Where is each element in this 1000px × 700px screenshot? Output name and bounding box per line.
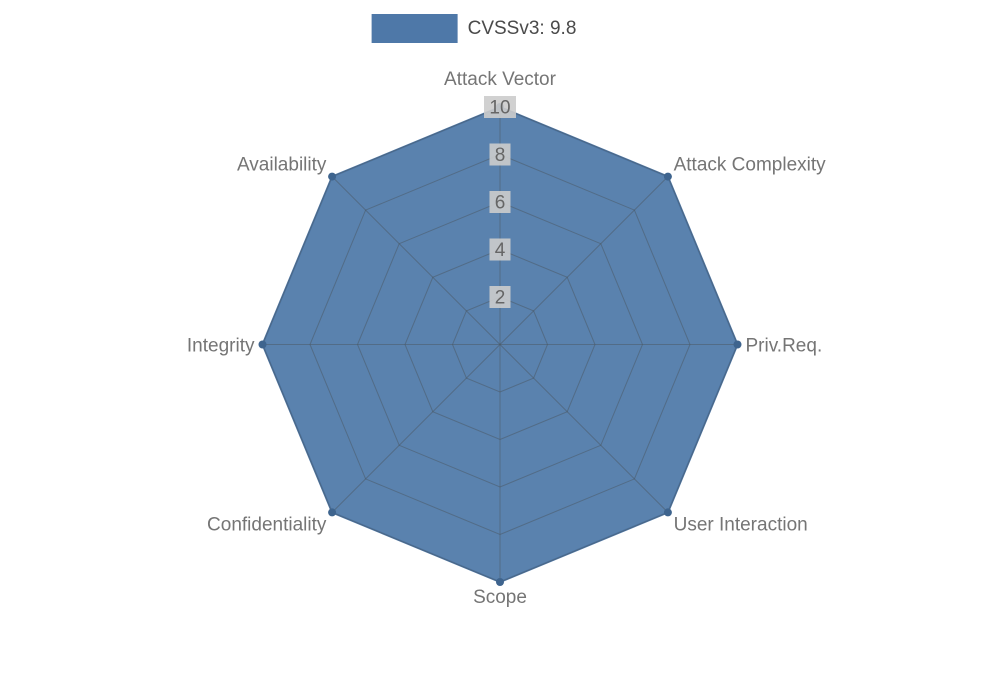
tick-label: 2 xyxy=(495,288,506,309)
radar-data-point xyxy=(733,340,742,349)
tick-label: 10 xyxy=(489,98,510,119)
tick-label-bg xyxy=(489,143,511,166)
radar-axis-label: User Interaction xyxy=(674,514,808,535)
radar-data-point xyxy=(663,172,672,181)
radar-axis-line xyxy=(499,344,669,513)
radar-axis-label: Attack Vector xyxy=(444,69,557,90)
radar-axis-line xyxy=(331,344,501,513)
tick-label: 6 xyxy=(495,193,506,214)
radar-axis-line xyxy=(499,176,669,345)
radar-axis-label: Priv.Req. xyxy=(746,336,823,357)
radar-data-point xyxy=(496,578,504,586)
tick-label: 8 xyxy=(495,145,506,166)
tick-label: 4 xyxy=(495,240,506,261)
radar-axis-label: Availability xyxy=(237,155,327,176)
radar-data-point xyxy=(663,508,672,517)
radar-data-point xyxy=(328,508,337,517)
radar-data-point xyxy=(328,172,337,181)
radar-axis-label: Scope xyxy=(473,587,527,608)
radar-axis-line xyxy=(331,176,501,345)
radar-axis-label: Attack Complexity xyxy=(674,155,827,176)
tick-label-bg xyxy=(489,191,511,213)
tick-label-bg xyxy=(489,286,511,308)
legend-label: CVSSv3: 9.8 xyxy=(467,18,577,39)
tick-label-bg xyxy=(484,96,516,118)
radar-data-point xyxy=(258,340,267,349)
legend-swatch[interactable] xyxy=(371,14,458,43)
tick-label-bg xyxy=(489,238,511,261)
legend-item[interactable]: CVSSv3: 9.8 xyxy=(371,14,577,43)
radar-axis-label: Integrity xyxy=(187,336,255,357)
radar-axis-label: Confidentiality xyxy=(207,514,327,535)
